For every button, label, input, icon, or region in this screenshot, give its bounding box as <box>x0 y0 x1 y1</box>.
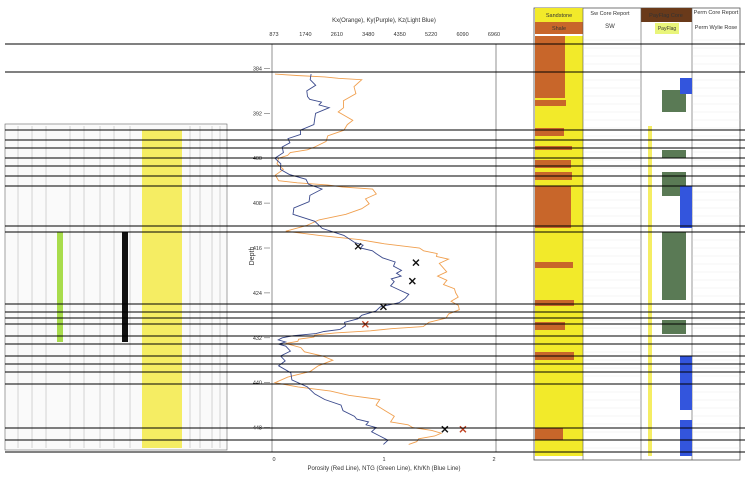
depth-tick-label: 392 <box>253 111 262 117</box>
bottom-tick-label: 0 <box>272 457 275 463</box>
lithology-shale-block <box>535 186 571 228</box>
lithology-shale-block <box>535 100 566 106</box>
perm-blue-fill <box>680 186 692 228</box>
payflag-pay-block <box>662 150 686 158</box>
lithology-sand-fill <box>535 36 583 456</box>
depth-tick-label: 408 <box>253 201 262 207</box>
green-curve-band <box>57 232 63 342</box>
payflag-pay-block <box>662 232 686 300</box>
top-tick-label: 6090 <box>456 32 468 38</box>
sw-core-header: Sw Core Report <box>590 11 630 17</box>
lithology-shale-block <box>535 428 563 440</box>
marker-layer <box>354 242 467 433</box>
depth-panel: Kx(Orange), Ky(Purple), Kz(Light Blue) 8… <box>249 18 500 472</box>
top-tick-label: 6960 <box>488 32 500 38</box>
sw-header: SW <box>605 24 615 30</box>
depth-tick-label: 384 <box>253 66 262 72</box>
x-marker-stroke <box>459 425 467 433</box>
top-tick-label: 4350 <box>394 32 406 38</box>
payflag-pay-block <box>662 320 686 334</box>
top-tick-label: 2610 <box>331 32 343 38</box>
x-marker-stroke <box>379 303 387 311</box>
top-tick-label: 3480 <box>362 32 374 38</box>
x-marker <box>379 303 387 311</box>
lithology-shale-block <box>535 300 574 306</box>
sandstone-header <box>535 8 583 22</box>
left-log-tracks <box>4 123 228 451</box>
x-marker-stroke <box>354 242 362 250</box>
bottom-axis-title: Porosity (Red Line), NTG (Green Line), K… <box>307 466 460 472</box>
top-axis-title: Kx(Orange), Ky(Purple), Kz(Light Blue) <box>332 18 436 24</box>
lithology-shale-block <box>535 128 564 136</box>
bottom-tick-label: 1 <box>382 457 385 463</box>
x-marker-stroke <box>408 277 416 285</box>
payflag-core-header <box>641 8 692 22</box>
perm-blue-fill <box>680 78 692 94</box>
top-tick-label: 5220 <box>425 32 437 38</box>
perm-core-header: Perm Core Report <box>694 10 739 16</box>
series-ky-line <box>274 74 410 445</box>
depth-tick-label: 416 <box>253 246 262 252</box>
plot-frame <box>271 43 497 453</box>
depth-tick-label: 400 <box>253 156 262 162</box>
payflag-header <box>655 23 679 34</box>
perm-wylie-header: Perm Wylie Rose <box>695 25 737 31</box>
lithology-shale-block <box>535 262 573 268</box>
shale-header <box>535 22 583 34</box>
perm-blue-fill <box>680 356 692 410</box>
payflag-label: PayFlag <box>658 26 677 32</box>
lithology-shale-block <box>535 322 565 330</box>
bottom-tick-label: 2 <box>492 457 495 463</box>
depth-axis-label: Depth <box>249 247 256 266</box>
bottom-axis-ticks: 0 1 2 <box>272 457 495 463</box>
sandstone-header-label: Sandstone <box>546 13 572 19</box>
payflag-pay-block <box>662 90 686 112</box>
depth-tick-label: 448 <box>253 426 262 432</box>
top-tick-label: 873 <box>269 32 278 38</box>
top-tick-label: 1740 <box>299 32 311 38</box>
series-kx-line <box>273 73 460 445</box>
series-layer <box>273 73 460 445</box>
correlation-lines <box>5 43 745 453</box>
depth-tick-label: 432 <box>253 336 262 342</box>
x-marker <box>441 425 449 433</box>
shale-header-label: Shale <box>552 26 566 32</box>
payflag-core-label: PayFlag Core <box>649 13 683 19</box>
x-marker <box>354 242 362 250</box>
top-axis-ticks: 873 1740 2610 3480 4350 5220 6090 6960 <box>269 32 500 38</box>
black-lithology-bar <box>122 232 128 342</box>
depth-tick-label: 424 <box>253 291 262 297</box>
x-marker <box>412 259 420 267</box>
lithology-shale-block <box>535 160 571 168</box>
lithology-shale-block <box>535 36 565 98</box>
x-marker <box>459 425 467 433</box>
x-marker-stroke <box>412 259 420 267</box>
x-marker-stroke <box>441 425 449 433</box>
x-marker <box>408 277 416 285</box>
sandstone-track <box>142 130 182 448</box>
payflag-yellow-strip <box>648 126 652 456</box>
perm-blue-fill <box>680 420 692 456</box>
right-tracks: Sandstone Shale Sw Core Report SW PayFla… <box>533 7 741 461</box>
